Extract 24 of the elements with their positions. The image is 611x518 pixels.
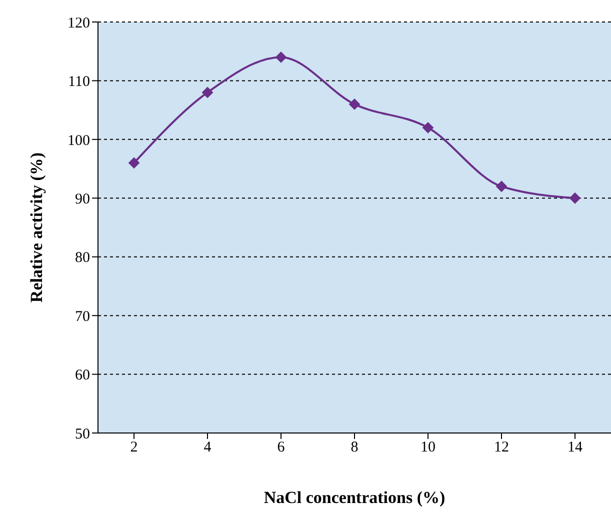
point [202,86,213,98]
x-tick-label: 8 [350,440,358,456]
x-tick-label: 4 [204,440,212,456]
y-tick-label: 90 [75,191,90,208]
point [128,157,140,168]
y-tick-label: 60 [75,368,90,384]
y-tick-label: 100 [68,132,90,149]
point [496,180,507,192]
x-tick-label: 6 [277,440,286,456]
point [570,192,580,204]
y-tick-label: 50 [75,426,90,442]
y-tick-label: 70 [75,308,90,325]
x-tick-label: 2 [130,440,138,456]
point [422,122,434,134]
x-tick-label: 12 [494,440,509,456]
point [349,98,360,110]
x-tick-label: 14 [568,440,583,456]
y-tick-label: 80 [75,250,90,266]
y-axis-title: Relative activity (%) [27,152,46,303]
x-tick-label: 10 [420,440,436,456]
y-tick-label: 120 [68,15,90,32]
point [276,52,286,63]
y-tick-label: 110 [68,74,90,90]
x-axis-title: NaCl concentrations (%) [264,488,446,507]
